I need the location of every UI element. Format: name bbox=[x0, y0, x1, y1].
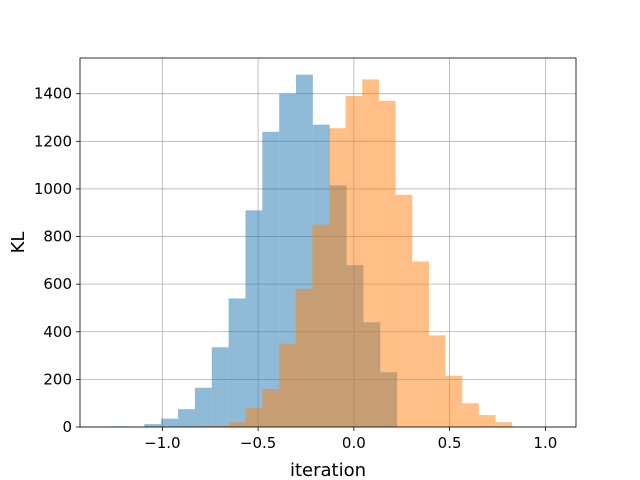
y-tick-label: 1400 bbox=[34, 85, 72, 103]
histogram-bar-series-2 bbox=[228, 422, 246, 427]
x-tick-label: 1.0 bbox=[533, 434, 557, 452]
histogram-bar-series-2 bbox=[278, 343, 296, 427]
histogram-bar-series-1 bbox=[262, 131, 280, 428]
histogram-bar-series-2 bbox=[412, 261, 429, 427]
y-axis-label: KL bbox=[8, 232, 29, 254]
histogram-bar-series-2 bbox=[378, 100, 396, 427]
y-tick-label: 600 bbox=[43, 275, 72, 293]
y-tick-label: 0 bbox=[62, 418, 72, 436]
histogram-bar-series-2 bbox=[445, 375, 463, 427]
x-tick-label: 0.0 bbox=[342, 434, 366, 452]
histogram-bar-series-1 bbox=[245, 210, 263, 427]
histogram-bar-series-2 bbox=[312, 224, 329, 427]
histogram-bar-series-2 bbox=[262, 388, 279, 427]
plot-frame bbox=[79, 57, 577, 428]
histogram-bar-series-2 bbox=[428, 335, 446, 427]
x-axis-label: iteration bbox=[290, 460, 366, 480]
histogram-bar-series-2 bbox=[478, 415, 496, 427]
x-tick-label: −1.0 bbox=[144, 434, 180, 452]
y-tick-label: 1200 bbox=[34, 132, 72, 150]
histogram-bar-series-2 bbox=[328, 128, 346, 427]
histogram-bar-series-1 bbox=[194, 387, 212, 427]
histogram-bar-series-2 bbox=[245, 407, 263, 427]
y-tick-label: 1000 bbox=[34, 180, 72, 198]
histogram-bar-series-2 bbox=[295, 288, 313, 427]
histogram-bar-series-1 bbox=[178, 409, 195, 427]
histogram-bar-series-2 bbox=[462, 403, 479, 427]
x-tick-label: 0.5 bbox=[438, 434, 462, 452]
y-tick-label: 200 bbox=[43, 370, 72, 388]
histogram-bar-series-1 bbox=[161, 418, 179, 427]
histogram-bars bbox=[110, 74, 513, 428]
x-tick-label: −0.5 bbox=[240, 434, 276, 452]
histogram-bar-series-2 bbox=[212, 425, 229, 427]
histogram-bar-series-2 bbox=[362, 79, 379, 427]
histogram-bar-series-2 bbox=[395, 194, 413, 427]
y-tick-label: 400 bbox=[43, 323, 72, 341]
histogram-bar-series-1 bbox=[144, 424, 162, 427]
histogram-bar-series-2 bbox=[495, 422, 513, 427]
y-tick-label: 800 bbox=[43, 228, 72, 246]
histogram-bar-series-2 bbox=[345, 96, 363, 427]
histogram-bar-series-1 bbox=[228, 298, 246, 427]
histogram-bar-series-1 bbox=[211, 347, 229, 427]
ticks: −1.0 −0.5 0.0 0.5 1.0 0 200 400 600 800 1000 1200 14… bbox=[34, 85, 557, 452]
